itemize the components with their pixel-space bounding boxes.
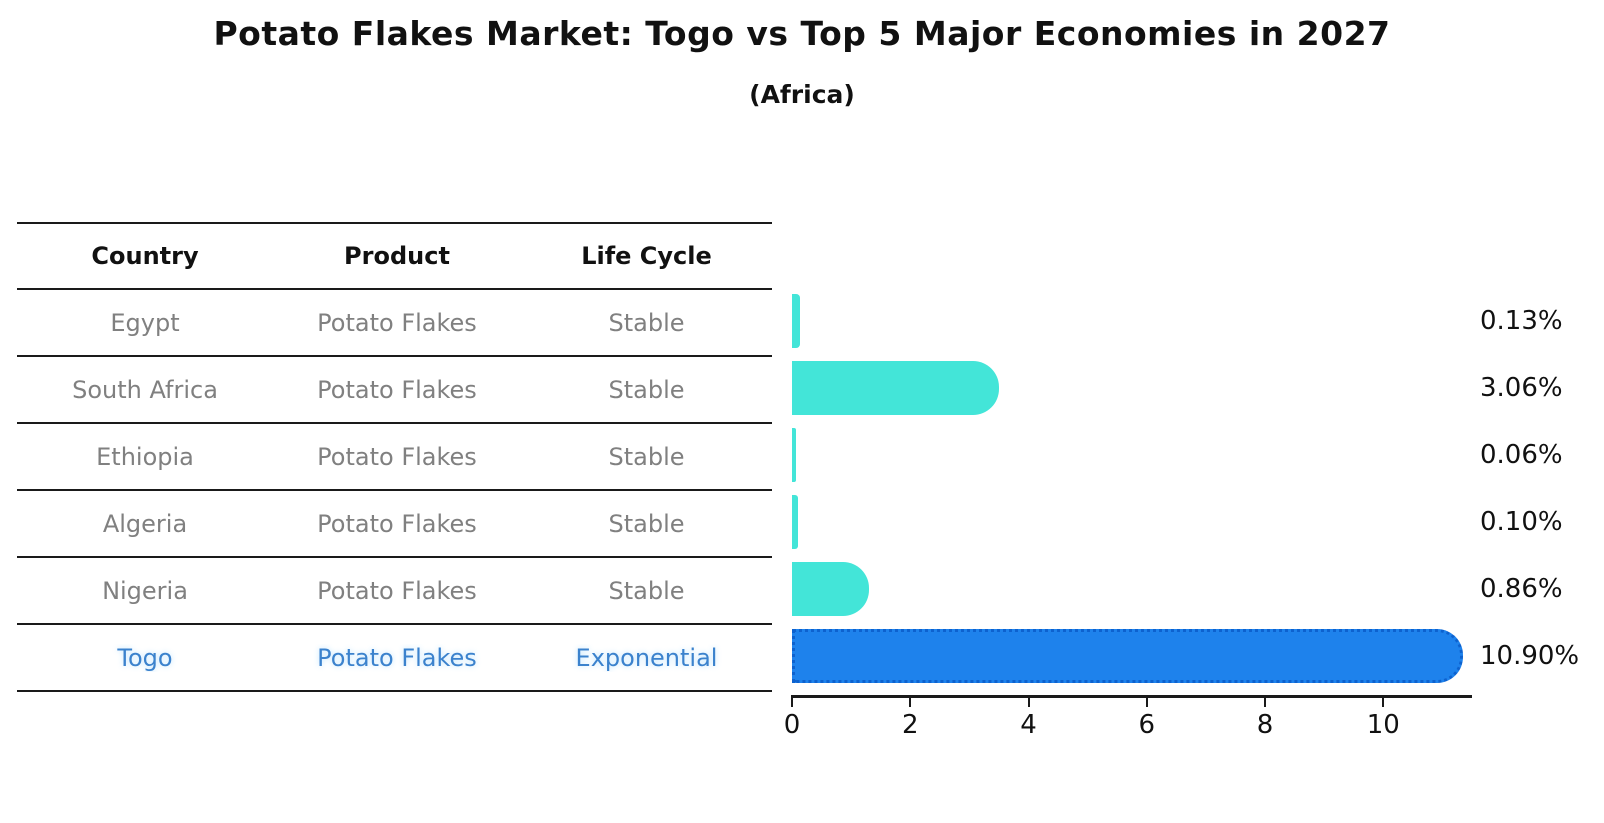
x-axis-tick [909, 695, 912, 707]
table-body: Egypt Potato Flakes Stable South Africa Pota… [17, 290, 772, 692]
table-cell-product: Potato Flakes [317, 442, 477, 471]
column-header-product: Product [344, 242, 450, 270]
chart-title: Potato Flakes Market: Togo vs Top 5 Majo… [213, 14, 1391, 53]
table-cell-country: Nigeria [102, 576, 188, 605]
table-cell-country: Ethiopia [96, 442, 194, 471]
bar-south-africa [792, 361, 999, 415]
table-cell-country: Algeria [102, 509, 188, 538]
table-cell-country: South Africa [72, 375, 218, 404]
table-row: Algeria Potato Flakes Stable [17, 491, 772, 558]
table-row: Nigeria Potato Flakes Stable [17, 558, 772, 625]
table-cell-life-cycle: Stable [608, 375, 685, 404]
table-cell-product: Potato Flakes [317, 375, 477, 404]
table-cell-product: Potato Flakes [317, 576, 477, 605]
bar-ethiopia [792, 428, 796, 482]
table-cell-life-cycle: Stable [608, 442, 685, 471]
table-header-row: Country Product Life Cycle [17, 224, 772, 290]
table-cell-life-cycle: Stable [608, 576, 685, 605]
bar-value-label: 0.86% [1480, 573, 1563, 604]
table-cell-life-cycle: Stable [608, 308, 685, 337]
table-cell-product: Potato Flakes [317, 643, 477, 672]
table-cell-product: Potato Flakes [317, 308, 477, 337]
bar-togo-highlighted [792, 629, 1463, 683]
column-header-country: Country [91, 242, 199, 270]
x-axis-tick [791, 695, 793, 707]
table-row: Ethiopia Potato Flakes Stable [17, 424, 772, 491]
x-axis-tick [1382, 695, 1385, 707]
bar-value-label: 0.06% [1480, 439, 1563, 470]
chart-subtitle: (Africa) [749, 80, 855, 109]
x-axis-tick-label: 8 [1256, 710, 1274, 740]
table-row: South Africa Potato Flakes Stable [17, 357, 772, 424]
table-cell-country: Togo [117, 643, 173, 672]
x-axis-tick-label: 0 [783, 710, 801, 740]
country-table: Country Product Life Cycle Egypt Potato F… [17, 222, 772, 692]
x-axis-tick-label: 6 [1138, 710, 1156, 740]
table-cell-country: Egypt [110, 308, 180, 337]
table-cell-life-cycle: Exponential [575, 643, 718, 672]
column-header-life-cycle: Life Cycle [581, 242, 712, 270]
x-axis-tick-label: 10 [1366, 710, 1400, 740]
table-cell-life-cycle: Stable [608, 509, 685, 538]
table-row: Togo Potato Flakes Exponential [17, 625, 772, 692]
table-cell-product: Potato Flakes [317, 509, 477, 538]
x-axis-line [792, 695, 1472, 698]
bar-value-label: 3.06% [1480, 372, 1563, 403]
x-axis-tick-label: 4 [1020, 710, 1037, 740]
bar-egypt [792, 294, 800, 348]
bar-algeria [792, 495, 798, 549]
x-axis-tick [1145, 695, 1148, 707]
table-row: Egypt Potato Flakes Stable [17, 290, 772, 357]
bar-nigeria [792, 562, 869, 616]
x-axis-tick-label: 2 [901, 710, 919, 740]
bar-value-label: 10.90% [1480, 640, 1580, 671]
x-axis-tick [1264, 695, 1267, 707]
x-axis-tick [1027, 695, 1030, 707]
bar-value-label: 0.13% [1480, 305, 1563, 336]
bar-value-label: 0.10% [1480, 506, 1563, 537]
